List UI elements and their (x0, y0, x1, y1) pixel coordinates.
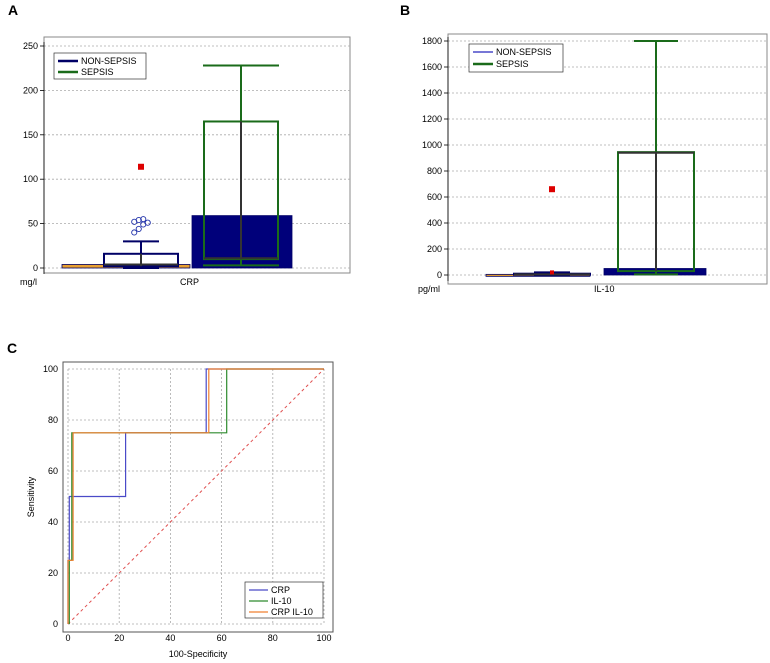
boxes-a (61, 64, 293, 269)
legend-label-nonsepsis-b: NON-SEPSIS (496, 47, 552, 57)
plot-frame-c (62, 361, 334, 633)
panel-label-c: C (7, 340, 17, 356)
lines-c (67, 368, 325, 625)
unit-label-a: mg/l (20, 277, 37, 287)
y-tick-label: 0 (437, 270, 442, 280)
y-tick-label: 40 (48, 517, 58, 527)
legend-label-sepsis-b: SEPSIS (496, 59, 529, 69)
outlier-point (135, 225, 142, 232)
y-tick-label: 1000 (422, 140, 442, 150)
y-tick-label: 100 (23, 174, 38, 184)
legend-b: NON-SEPSIS SEPSIS (468, 43, 564, 73)
panel-b: B 0 200 400 600 800 1000 1200 1400 1600 1800 pg/m… (400, 2, 768, 294)
legend-a: NON-SEPSIS SEPSIS (53, 52, 147, 80)
y-tick-label: 20 (48, 568, 58, 578)
y-tick-label: 200 (23, 85, 38, 95)
x-tick-label: 20 (114, 633, 124, 643)
legend-label-nonsepsis: NON-SEPSIS (81, 56, 137, 66)
outlier-point (140, 216, 147, 223)
boxes-b (485, 40, 707, 277)
legend-label-crp-il10: CRP IL-10 (271, 607, 313, 617)
y-tick-label: 250 (23, 41, 38, 51)
legend-label-il10: IL-10 (271, 596, 292, 606)
outlier-point (135, 216, 142, 224)
extreme-marker-2-nonsepsis (550, 270, 554, 275)
extreme-marker-nonsepsis (549, 186, 555, 193)
y-tick-label: 50 (28, 219, 38, 229)
legend-c: CRP IL-10 CRP IL-10 (244, 581, 324, 619)
panel-label-b: B (400, 2, 410, 18)
y-tick-label: 0 (53, 619, 58, 629)
y-axis-label-c: Sensitivity (26, 476, 36, 517)
y-tick-label: 1400 (422, 88, 442, 98)
y-tick-label: 400 (427, 218, 442, 228)
x-tick-label: 100 (316, 633, 331, 643)
y-tick-label: 1200 (422, 114, 442, 124)
outlier-point (144, 219, 151, 226)
extreme-marker-nonsepsis (138, 163, 144, 170)
y-tick-label: 1800 (422, 36, 442, 46)
y-tick-label: 80 (48, 415, 58, 425)
y-tick-label: 1600 (422, 62, 442, 72)
panel-a: A 0 50 100 150 200 250 mg/l CRP NON-SEPSIS SE… (8, 2, 351, 287)
y-tick-label: 0 (33, 263, 38, 273)
x-tick-label: 40 (165, 633, 175, 643)
legend-label-crp: CRP (271, 585, 290, 595)
grid-b: 0 200 400 600 800 1000 1200 1400 1600 1800 (422, 36, 767, 281)
legend-label-sepsis: SEPSIS (81, 67, 114, 77)
y-tick-label: 600 (427, 192, 442, 202)
category-label-b: IL-10 (594, 284, 615, 294)
y-tick-label: 200 (427, 244, 442, 254)
y-tick-label: 150 (23, 130, 38, 140)
grid-c: 0 20 40 60 80 100 0 20 40 60 80 100 (43, 364, 332, 643)
outlier-point (131, 229, 138, 236)
x-tick-label: 60 (217, 633, 227, 643)
y-tick-label: 100 (43, 364, 58, 374)
x-axis-label-c: 100-Specificity (169, 649, 228, 659)
panel-c: C 0 20 40 60 80 100 0 20 40 60 80 100 100-Specifici… (7, 340, 334, 659)
y-tick-label: 60 (48, 466, 58, 476)
panel-label-a: A (8, 2, 18, 18)
unit-label-b: pg/ml (418, 284, 440, 294)
legend-box-a (53, 52, 147, 80)
legend-box-b (468, 43, 564, 73)
reference-diagonal (67, 368, 325, 625)
category-label-a: CRP (180, 277, 199, 287)
y-tick-label: 800 (427, 166, 442, 176)
roc-line-crp-il-10 (67, 368, 324, 624)
x-tick-label: 0 (65, 633, 70, 643)
x-tick-label: 80 (268, 633, 278, 643)
